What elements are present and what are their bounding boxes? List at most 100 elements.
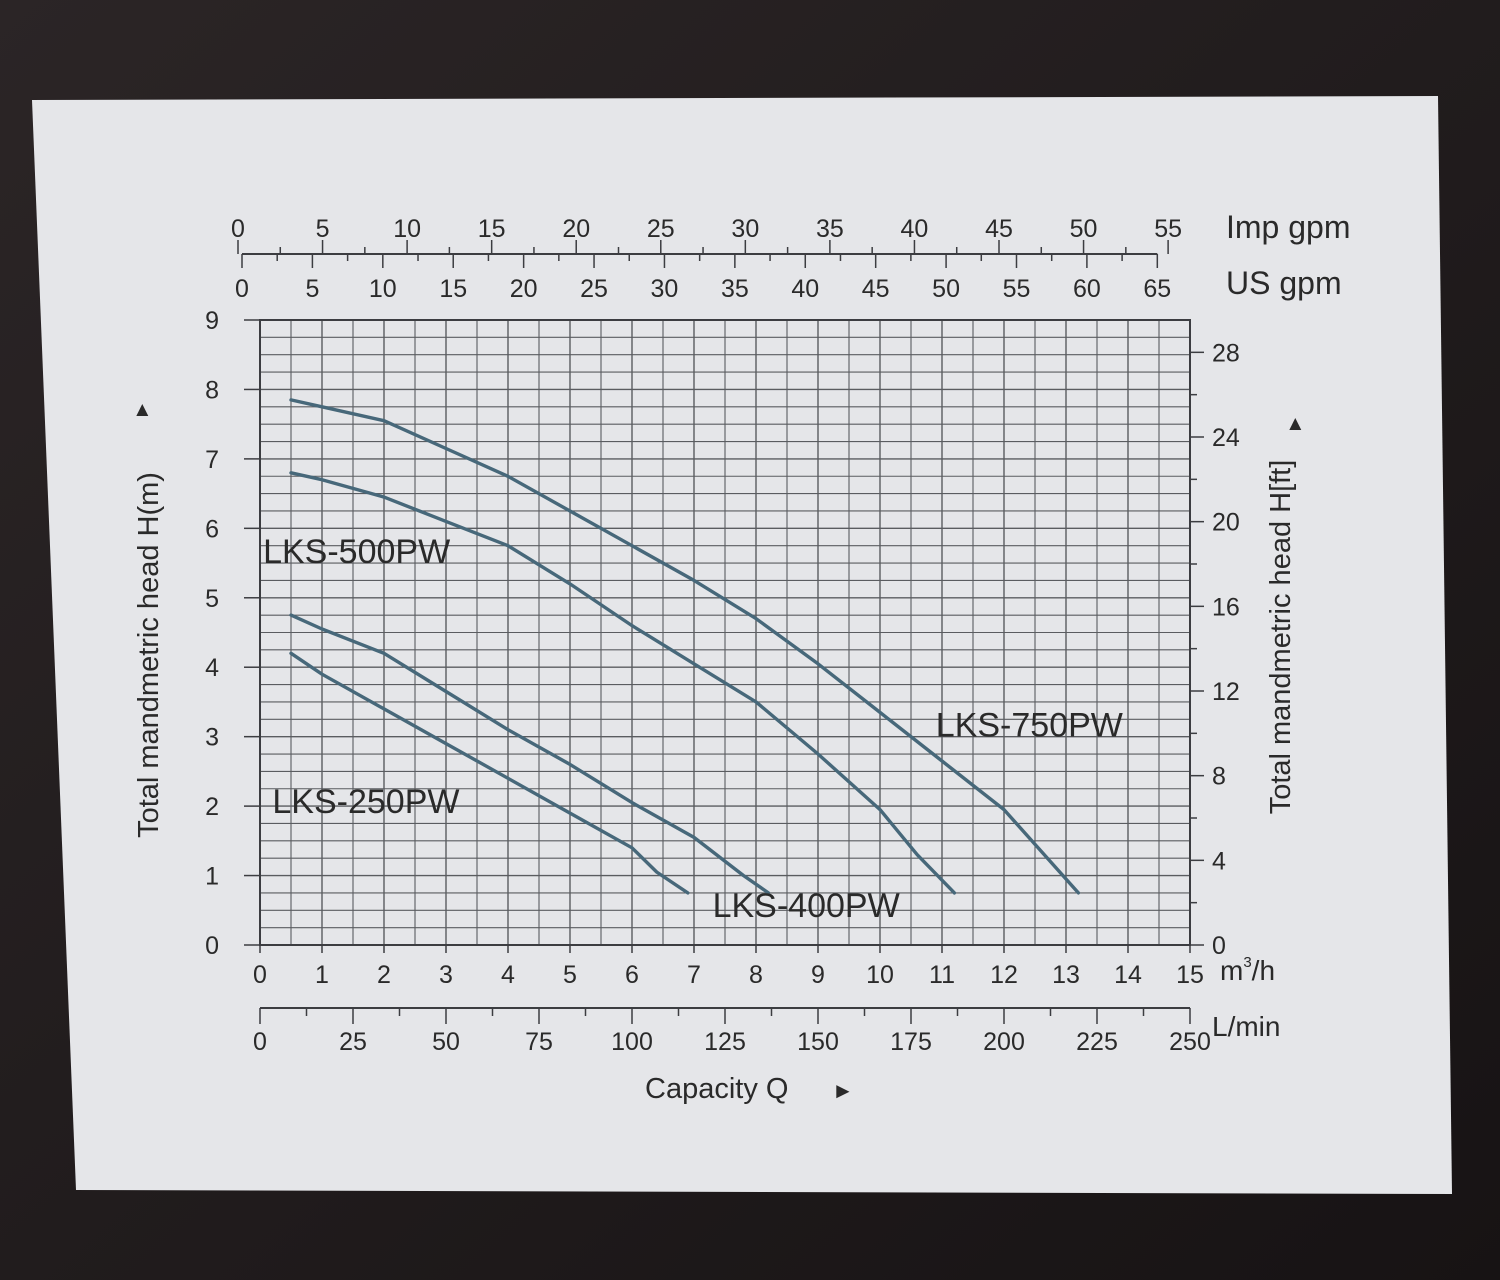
imp-gpm-tick-label: 50 (1070, 215, 1098, 243)
lmin-tick-label: 150 (797, 1028, 839, 1056)
ft-tick-label: 28 (1212, 339, 1240, 367)
y-tick-label: 5 (205, 585, 219, 613)
lmin-tick-label: 225 (1076, 1028, 1118, 1056)
y-tick-label: 0 (205, 932, 219, 960)
lmin-tick-label: 75 (525, 1028, 553, 1056)
x-unit-label: m3/h (1220, 954, 1275, 986)
x-tick-label: 4 (501, 961, 515, 989)
x-tick-label: 3 (439, 961, 453, 989)
imp-gpm-tick-label: 55 (1154, 215, 1182, 243)
imp-gpm-tick-label: 40 (901, 215, 929, 243)
imp-gpm-axis: 0 5 10 15 20 25 30 35 40 45 50 55 (231, 215, 1182, 254)
x-tick-labels: 0 1 2 3 4 5 6 7 8 9 10 11 12 13 14 15 (253, 945, 1204, 989)
series-line-lks-250pw (289, 651, 690, 895)
y-axis-right-title: Total mandmetric head H[ft] (1265, 460, 1297, 815)
series-label-lks-400pw: LKS-400PW (713, 887, 900, 925)
y-tick-label: 4 (205, 654, 219, 682)
series-label-lks-250pw: LKS-250PW (272, 783, 459, 821)
lmin-tick-label: 175 (890, 1028, 932, 1056)
x-tick-label: 0 (253, 961, 267, 989)
us-gpm-tick-label: 65 (1143, 275, 1171, 303)
us-gpm-tick-label: 40 (791, 275, 819, 303)
x-tick-label: 13 (1052, 961, 1080, 989)
y-tick-label: 2 (205, 793, 219, 821)
imp-gpm-tick-label: 45 (985, 215, 1013, 243)
y-axis-right-arrow: ► (1284, 414, 1306, 434)
y-tick-label: 3 (205, 724, 219, 752)
lmin-axis: 0 25 50 75 100 125 150 175 200 225 250 (253, 1007, 1211, 1056)
imp-gpm-tick-label: 0 (231, 215, 245, 243)
x-tick-label: 9 (811, 961, 825, 989)
plot-border (259, 319, 1191, 946)
x-tick-label: 10 (866, 961, 894, 989)
pump-curves (289, 398, 1081, 895)
us-gpm-tick-label: 15 (439, 275, 467, 303)
x-tick-label: 6 (625, 961, 639, 989)
imp-gpm-tick-label: 35 (816, 215, 844, 243)
imp-gpm-tick-label: 20 (562, 215, 590, 243)
series-line-lks-500pw (289, 471, 957, 895)
us-gpm-tick-label: 30 (651, 275, 679, 303)
x-axis-title: Capacity Q (645, 1073, 788, 1105)
us-gpm-tick-label: 20 (510, 275, 538, 303)
lmin-tick-label: 50 (432, 1028, 460, 1056)
imp-gpm-tick-label: 25 (647, 215, 675, 243)
series-labels: LKS-250PW LKS-400PW LKS-500PW LKS-750PW (263, 533, 1123, 925)
us-gpm-tick-label: 45 (862, 275, 890, 303)
x-tick-label: 12 (990, 961, 1018, 989)
y-tick-label: 1 (205, 863, 219, 891)
series-line-lks-400pw (289, 613, 771, 895)
x-tick-label: 2 (377, 961, 391, 989)
ft-tick-label: 20 (1212, 509, 1240, 537)
us-gpm-tick-label: 60 (1073, 275, 1101, 303)
x-tick-label: 7 (687, 961, 701, 989)
ft-tick-label: 4 (1212, 847, 1226, 875)
y-tick-label: 9 (205, 307, 219, 335)
lmin-tick-label: 200 (983, 1028, 1025, 1056)
us-gpm-unit-label: US gpm (1226, 265, 1342, 301)
ft-tick-label: 8 (1212, 763, 1226, 791)
imp-gpm-tick-label: 30 (731, 215, 759, 243)
y-axis-left-title: Total mandmetric head H(m) (133, 472, 165, 838)
x-tick-label: 14 (1114, 961, 1142, 989)
us-gpm-tick-label: 25 (580, 275, 608, 303)
x-tick-label: 8 (749, 961, 763, 989)
x-axis-arrow: ► (832, 1078, 854, 1103)
us-gpm-tick-label: 55 (1003, 275, 1031, 303)
ft-tick-label: 24 (1212, 424, 1240, 452)
y-tick-label: 8 (205, 376, 219, 404)
us-gpm-tick-label: 50 (932, 275, 960, 303)
lmin-tick-label: 0 (253, 1028, 267, 1056)
x-tick-label: 11 (929, 961, 955, 989)
lmin-tick-label: 100 (611, 1028, 653, 1056)
imp-gpm-tick-label: 15 (478, 215, 506, 243)
us-gpm-tick-label: 0 (235, 275, 249, 303)
y-tick-label: 6 (205, 515, 219, 543)
x-tick-label: 1 (315, 961, 329, 989)
y-tick-label: 7 (205, 446, 219, 474)
lmin-tick-label: 25 (339, 1028, 367, 1056)
us-gpm-tick-label: 10 (369, 275, 397, 303)
plot-frame (244, 319, 1204, 946)
imp-gpm-tick-label: 5 (316, 215, 330, 243)
y-axis-left-arrow: ► (131, 400, 153, 420)
ft-tick-labels: 0 4 8 12 16 20 24 28 (1212, 339, 1240, 960)
y-tick-labels: 0 1 2 3 4 5 6 7 8 9 (205, 307, 219, 960)
series-label-lks-500pw: LKS-500PW (263, 533, 450, 571)
lmin-tick-label: 125 (704, 1028, 746, 1056)
x-tick-label: 5 (563, 961, 577, 989)
lmin-unit-label: L/min (1212, 1011, 1280, 1042)
us-gpm-axis: 0 5 10 15 20 25 30 35 40 45 50 55 60 65 (235, 253, 1171, 303)
imp-gpm-unit-label: Imp gpm (1226, 209, 1350, 245)
x-tick-label: 15 (1176, 961, 1204, 989)
imp-gpm-tick-label: 10 (393, 215, 421, 243)
series-label-lks-750pw: LKS-750PW (936, 707, 1123, 745)
lmin-tick-label: 250 (1169, 1028, 1211, 1056)
us-gpm-tick-label: 35 (721, 275, 749, 303)
us-gpm-tick-label: 5 (305, 275, 319, 303)
ft-tick-label: 12 (1212, 678, 1240, 706)
ft-tick-label: 16 (1212, 593, 1240, 621)
series-line-lks-750pw (289, 398, 1081, 895)
ft-tick-label: 0 (1212, 932, 1226, 960)
